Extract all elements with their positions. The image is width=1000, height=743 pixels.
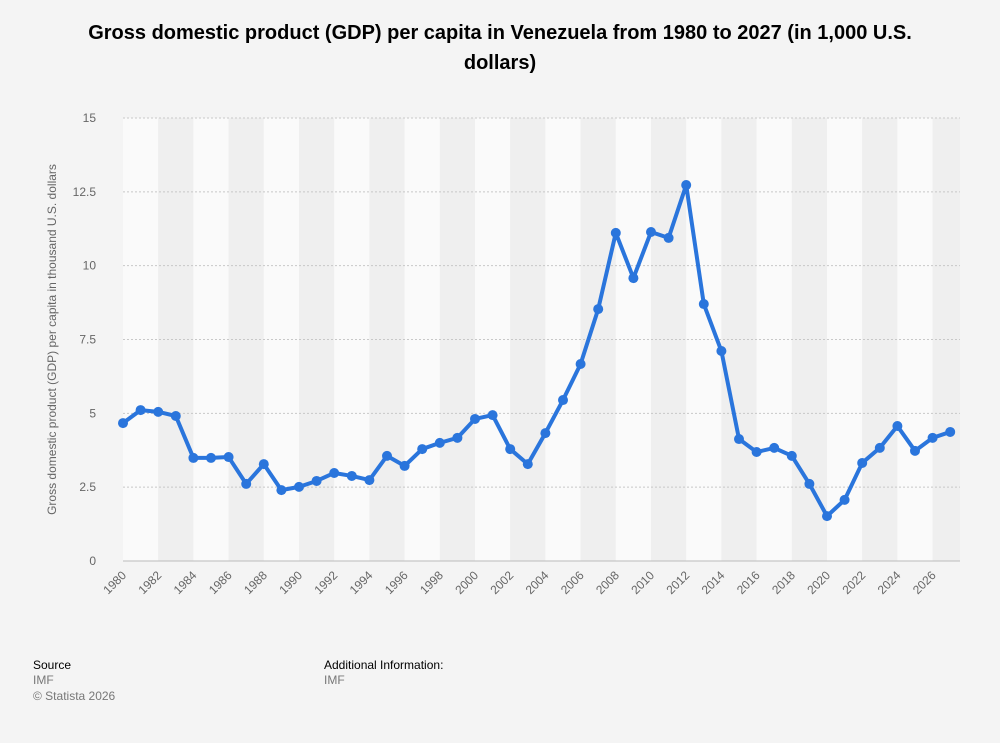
data-point	[470, 413, 480, 424]
data-point	[540, 428, 551, 439]
data-point	[716, 346, 727, 357]
data-point	[839, 494, 850, 505]
data-point	[874, 442, 885, 453]
data-point	[452, 432, 463, 443]
data-point	[258, 459, 269, 470]
data-point	[170, 410, 181, 421]
data-point	[751, 447, 762, 458]
x-tick-label: 2018	[769, 568, 798, 597]
data-point	[206, 452, 216, 463]
x-tick-label: 2020	[804, 568, 833, 597]
data-point	[241, 478, 252, 489]
x-tick-label: 1984	[171, 568, 200, 597]
data-point	[857, 457, 868, 468]
x-tick-label: 2004	[523, 568, 552, 597]
data-point	[346, 470, 357, 481]
x-tick-label: 2010	[628, 568, 657, 597]
source-block: Source IMF © Statista 2026	[33, 658, 115, 704]
background-band	[228, 118, 264, 561]
background-band	[756, 118, 792, 561]
data-point	[786, 450, 797, 461]
x-tick-label: 2002	[488, 568, 517, 597]
data-point	[276, 485, 287, 496]
background-band	[404, 118, 440, 561]
x-tick-label: 2026	[910, 568, 939, 597]
data-point	[434, 437, 445, 448]
additional-info-block: Additional Information: IMF	[324, 658, 443, 688]
data-point	[593, 304, 604, 315]
data-point	[804, 478, 815, 489]
data-point	[927, 432, 938, 443]
data-point	[628, 273, 639, 284]
data-point	[399, 460, 410, 471]
data-point	[610, 227, 621, 238]
x-tick-label: 1994	[347, 568, 376, 597]
x-tick-label: 2000	[452, 568, 481, 597]
background-band	[615, 118, 651, 561]
x-tick-label: 2008	[593, 568, 622, 597]
x-tick-label: 2006	[558, 568, 587, 597]
data-point	[769, 442, 780, 453]
source-value: IMF	[33, 673, 54, 687]
x-tick-label: 2012	[664, 568, 693, 597]
data-point	[487, 410, 498, 421]
x-tick-label: 1980	[100, 568, 129, 597]
data-point	[382, 450, 392, 461]
data-point	[364, 475, 375, 486]
additional-info-label: Additional Information:	[324, 658, 444, 672]
source-label: Source	[33, 658, 72, 672]
x-tick-label: 1992	[312, 568, 341, 597]
y-tick-label: 2.5	[79, 480, 96, 494]
data-point	[118, 418, 128, 429]
y-tick-label: 15	[83, 111, 97, 125]
data-point	[417, 444, 428, 455]
y-tick-label: 7.5	[79, 333, 96, 347]
data-point	[734, 434, 744, 445]
data-point	[910, 445, 920, 456]
x-tick-label: 1998	[417, 568, 446, 597]
data-point	[575, 359, 586, 370]
data-point	[153, 406, 164, 417]
x-tick-label: 1990	[276, 568, 305, 597]
y-tick-label: 5	[89, 406, 96, 420]
x-tick-label: 1986	[206, 568, 235, 597]
data-point	[558, 395, 568, 406]
data-point	[646, 226, 656, 237]
data-point	[892, 421, 903, 432]
additional-info-value: IMF	[324, 673, 345, 687]
data-point	[294, 481, 304, 492]
data-point	[329, 467, 340, 478]
x-tick-label: 1988	[241, 568, 270, 597]
x-tick-label: 1996	[382, 568, 411, 597]
data-point	[522, 459, 533, 470]
y-tick-label: 0	[89, 554, 96, 568]
x-tick-label: 2016	[734, 568, 763, 597]
data-point	[223, 452, 234, 463]
x-tick-label: 2014	[699, 568, 728, 597]
data-point	[135, 405, 146, 416]
data-point	[681, 180, 692, 191]
background-band	[439, 118, 475, 561]
data-point	[311, 475, 322, 486]
x-tick-label: 1982	[136, 568, 165, 597]
x-tick-label: 2024	[875, 568, 904, 597]
copyright: © Statista 2026	[33, 689, 116, 703]
y-tick-label: 12.5	[73, 185, 97, 199]
data-point	[698, 299, 709, 310]
data-point	[505, 444, 516, 455]
data-point	[188, 452, 199, 463]
background-band	[580, 118, 616, 561]
x-tick-label: 2022	[840, 568, 869, 597]
y-axis-label: Gross domestic product (GDP) per capita …	[45, 164, 59, 515]
data-point	[945, 426, 956, 437]
data-point	[663, 232, 674, 243]
chart-title: Gross domestic product (GDP) per capita …	[88, 22, 912, 74]
background-band	[791, 118, 827, 561]
data-point	[822, 511, 832, 522]
y-tick-label: 10	[83, 259, 97, 273]
